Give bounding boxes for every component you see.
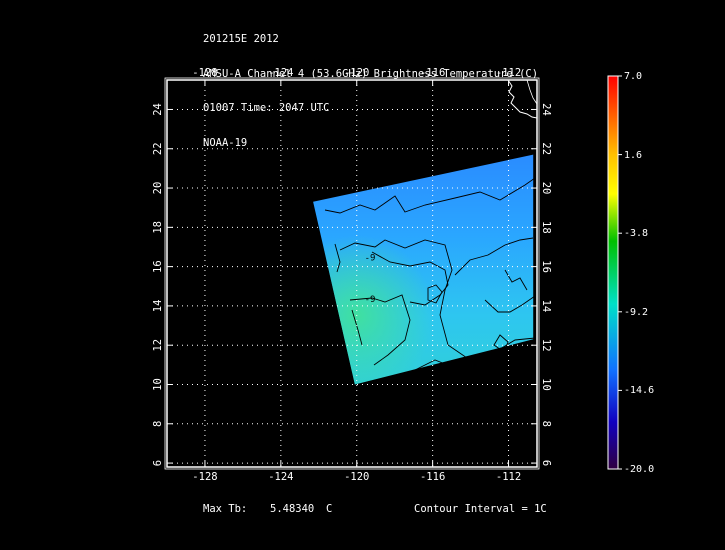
max-tb-label: Max Tb: [203,503,248,515]
colorbar-label: 7.0 [624,71,643,82]
lon-label-top: -120 [344,67,369,79]
swath-warm-region [313,154,534,385]
lat-label-left: 24 [152,103,164,116]
lon-label-bottom: -120 [344,471,369,483]
contour-line [371,251,449,306]
plot-header: 201215E 2012 AMSU-A Channel 4 (53.6GHz) … [203,11,538,161]
contour-label: -9 [365,295,376,305]
contour-line [493,334,509,353]
axis-ticks: -128 -128 -124 -124 -120 -120 -116 -116 -112 -112… [152,67,552,483]
lat-label-left: 16 [152,260,164,273]
contour-line [351,309,363,346]
lat-lon-grid [167,80,537,467]
colorbar-label: 1.6 [624,149,643,161]
brightness-temperature-swath [313,154,534,385]
lon-label-top: -128 [192,67,217,79]
colorbar-ticks [618,75,622,470]
contour-value-labels: -9 -9 [365,254,376,305]
contour-label: -9 [365,254,376,264]
lon-label-bottom: -112 [496,471,521,483]
contour-line [414,359,471,381]
contour-line [334,243,341,273]
lat-label-right: 6 [540,460,552,466]
max-tb-value: 5.48340 [270,503,315,515]
lat-label-right: 8 [540,421,552,427]
lon-label-bottom: -116 [420,471,445,483]
contour-interval: Contour Interval = 1C [414,503,547,515]
max-tb-unit: C [326,503,333,515]
lat-label-left: 10 [152,378,164,391]
lat-label-left: 6 [152,460,164,466]
colorbar-label: -14.6 [624,385,655,397]
lat-label-left: 20 [152,182,164,195]
coastline-baja [507,80,537,119]
lat-label-right: 16 [540,260,552,273]
lon-label-top: -116 [420,67,445,79]
colorbar-label: -9.2 [624,306,649,318]
lon-label-bottom: -128 [192,471,217,483]
lat-label-right: 12 [540,339,552,352]
header-satellite: NOAA-19 [203,136,248,149]
plot-frame [166,79,538,468]
contour-line [349,294,411,366]
header-date: 201215E 2012 [203,33,279,45]
contour-line [484,295,536,313]
lat-label-right: 10 [540,378,552,391]
lat-label-left: 14 [152,300,164,313]
lat-label-right: 14 [540,300,552,313]
coastline-mainland [526,80,537,105]
contour-line [454,237,534,276]
lat-label-left: 8 [152,421,164,427]
lat-label-right: 24 [540,103,552,116]
colorbar-label: -20.0 [624,464,655,475]
contour-line [427,284,443,304]
lat-label-right: 18 [540,221,552,234]
lat-label-left: 22 [152,142,164,155]
coastline [507,80,537,119]
lat-label-right: 22 [540,142,552,155]
plot-outer-frame [164,77,540,470]
contour-line [339,239,536,361]
lon-label-top: -124 [268,67,293,79]
colorbar [607,75,619,470]
lat-label-left: 12 [152,339,164,352]
header-title: AMSU-A Channel 4 (53.6GHz) Brightness Te… [203,67,539,80]
contour-line [324,177,536,214]
lat-label-right: 20 [540,182,552,195]
header-time: 01007 Time: 2047 UTC [203,102,330,114]
lon-label-bottom: -124 [268,471,293,483]
lat-label-left: 18 [152,221,164,234]
lon-label-top: -112 [496,67,521,79]
colorbar-label: -3.8 [624,228,649,240]
